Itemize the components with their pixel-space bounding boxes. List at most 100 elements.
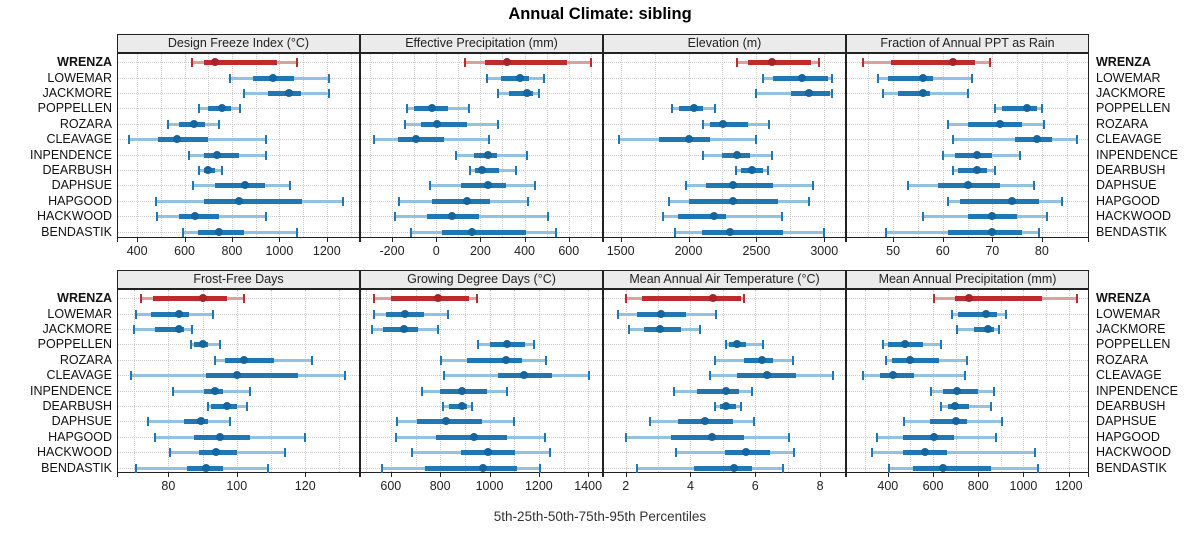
whisker-cap [242,89,245,98]
median-dot [214,227,223,236]
gridline [202,290,204,472]
whisker-cap [941,150,944,160]
axis-tick [326,238,328,242]
row-gridline [118,329,359,330]
median-dot [952,386,961,395]
axis-edge-tick [1088,238,1089,242]
whisker-cap [436,325,439,334]
iqr-bar [151,311,189,317]
whisker-cap [497,89,500,98]
axis-tick [820,473,822,477]
whisker-cap [767,119,770,129]
iqr-bar [205,373,299,379]
row-label-right: HAPGOOD [1096,429,1160,444]
row-gridline [361,108,602,110]
median-dot [458,402,467,410]
gridline [414,54,416,237]
row-gridline [604,344,845,346]
median-dot [204,166,213,174]
whisker-cap [902,417,905,427]
whisker-cap [249,386,252,396]
whisker-cap [246,402,249,411]
whisker-cap [742,294,745,304]
iqr-bar [957,311,998,317]
median-dot [995,119,1004,128]
whisker-cap [831,73,834,83]
whisker-cap [771,150,773,160]
iqr-bar [484,60,567,66]
axis-tick [755,473,757,477]
median-dot [965,294,974,303]
axis-tick-label: 1200 [312,244,341,258]
whisker-cap [832,371,835,381]
whisker-cap [311,355,314,365]
median-dot [918,89,927,97]
whisker-cap [146,417,149,427]
gridline [967,54,969,237]
row-gridline [361,406,602,407]
whisker-cap [468,104,471,114]
whisker-cap [588,371,591,381]
axis-edge-tick [117,473,118,477]
whisker-cap [887,463,890,473]
axis-tick-label: 6 [751,479,759,493]
whisker-cap [514,166,517,175]
whisker-cap [172,386,175,396]
whisker-cap [476,294,479,304]
whisker-cap [993,104,996,114]
whisker-cap [808,196,811,206]
row-gridline [604,170,845,171]
axis-tick-label: 120 [294,479,316,493]
whisker-cap [667,196,670,206]
whisker-cap [304,432,307,442]
whisker-cap [228,73,231,83]
axis-tick [390,473,392,477]
whisker-cap [239,104,242,114]
axis-tick [436,238,438,242]
axis-tick [1041,238,1043,242]
iqr-bar [967,121,1023,127]
whisker-cap [283,448,286,458]
gridline [350,54,352,237]
whisker-cap [1075,294,1078,304]
whisker-cap [441,402,444,411]
median-dot [196,417,205,426]
whisker-cap [537,89,540,98]
row-label-right: LOWEMAR [1096,70,1161,85]
whisker-cap [933,294,936,304]
iqr-bar [509,91,534,96]
whisker-cap [882,340,885,350]
whisker-cap [993,166,996,175]
whisker-cap [296,227,299,237]
median-dot [1032,135,1041,144]
median-dot [520,371,529,380]
panel-frame [846,289,1089,473]
gridline [1068,290,1070,472]
whisker-cap [554,227,557,237]
axis-tick [137,238,139,242]
whisker-cap [1043,119,1046,129]
median-dot [479,463,488,472]
whisker-cap [409,227,412,237]
whisker-cap [739,402,742,411]
panel-title: Elevation (m) [603,34,846,53]
gridline [824,54,826,237]
whisker-cap [217,119,220,129]
median-dot [719,119,728,128]
whisker-cap [497,119,500,129]
whisker-cap [471,402,474,411]
gridline [415,290,417,472]
row-label-left: CLEAVAGE [46,132,112,147]
panel-frame [360,289,603,473]
iqr-bar [474,168,500,173]
gridline [787,290,789,472]
whisker-cap [328,89,331,98]
whisker-cap [486,73,489,83]
whisker-cap [762,340,765,350]
whisker-cap [169,448,172,458]
whisker-cap [265,135,268,145]
axis-tick [236,473,238,477]
row-label-left: HACKWOOD [37,445,112,460]
whisker-cap [546,212,549,222]
axis-tick [440,473,442,477]
